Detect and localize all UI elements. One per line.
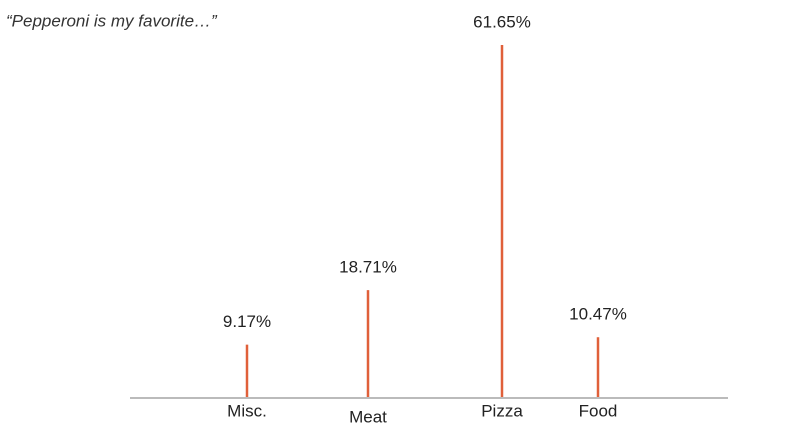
x-tick-label: Misc. xyxy=(227,401,267,420)
value-label: 61.65% xyxy=(473,12,531,31)
value-label: 18.71% xyxy=(339,258,397,277)
x-tick-label: Meat xyxy=(349,407,387,426)
x-tick-label: Pizza xyxy=(481,401,523,420)
chart-title: “Pepperoni is my favorite…” xyxy=(6,11,218,30)
value-label: 10.47% xyxy=(569,305,627,324)
x-tick-label: Food xyxy=(579,401,618,420)
value-label: 9.17% xyxy=(223,312,271,331)
